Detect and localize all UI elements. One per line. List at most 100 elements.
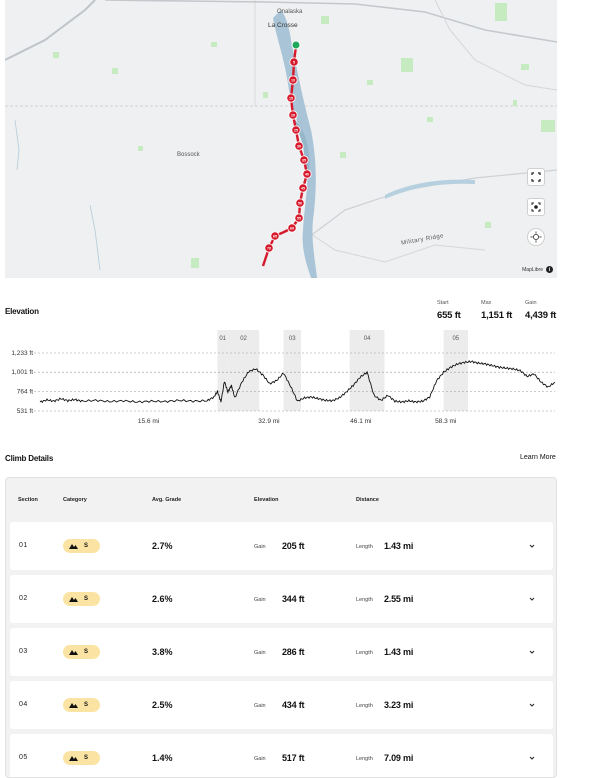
length-label: Length (356, 703, 373, 709)
category-label: S (84, 596, 89, 602)
stat-gain: Gain 4,439 ft (525, 300, 556, 321)
route-distance-marker-label: 5 (293, 61, 295, 65)
climb-section-label: 01 (219, 336, 226, 342)
length-value: 2.55 mi (384, 594, 414, 604)
elevation-profile-line (39, 360, 556, 404)
route-distance-marker-label: 35 (302, 159, 306, 163)
header-section: Section (18, 497, 38, 503)
gain-value: 517 ft (282, 753, 305, 763)
avg-grade: 2.5% (152, 700, 173, 710)
gain-label: Gain (254, 703, 266, 709)
chevron-down-icon[interactable] (527, 647, 537, 657)
recenter-button[interactable] (527, 198, 545, 216)
compass-button[interactable] (527, 228, 545, 246)
stat-max-label: Max (481, 300, 492, 306)
climb-section-band[interactable] (217, 330, 228, 411)
route-distance-marker-label: 55 (297, 217, 301, 221)
climb-section-band[interactable] (283, 330, 301, 411)
category-badge: S (63, 645, 100, 659)
gain-label: Gain (254, 597, 266, 603)
category-badge: S (63, 698, 100, 712)
route-distance-marker-label: 15 (289, 97, 293, 101)
route-distance-marker-label: 20 (291, 114, 295, 118)
climb-row[interactable]: 02 S 2.6% Gain 344 ft Length 2.55 mi (10, 575, 553, 623)
climb-section-label: 05 (452, 336, 459, 342)
header-category: Category (63, 497, 87, 503)
avg-grade: 3.8% (152, 647, 173, 657)
chevron-down-icon[interactable] (527, 753, 537, 763)
stat-gain-label: Gain (525, 300, 537, 306)
header-distance: Distance (356, 497, 379, 503)
climb-row[interactable]: 04 S 2.5% Gain 434 ft Length 3.23 mi (10, 681, 553, 729)
chevron-down-icon[interactable] (527, 594, 537, 604)
climb-section-band[interactable] (227, 330, 260, 411)
route-distance-marker (286, 93, 296, 103)
route-distance-marker-label: 60 (290, 227, 294, 231)
compass-icon (530, 231, 542, 243)
y-tick-label: 531 ft (17, 408, 33, 415)
mountain-icon (69, 703, 78, 708)
info-icon[interactable]: i (546, 266, 553, 273)
stat-start-value: 655 ft (437, 310, 461, 321)
category-badge: S (63, 592, 100, 606)
route-distance-marker-label: 25 (294, 129, 298, 133)
gain-label: Gain (254, 650, 266, 656)
route-distance-marker-label: 70 (267, 247, 271, 251)
length-value: 7.09 mi (384, 753, 414, 763)
gain-value: 286 ft (282, 647, 305, 657)
category-label: S (84, 543, 89, 549)
stat-max-value: 1,151 ft (481, 310, 513, 321)
length-label: Length (356, 650, 373, 656)
gain-label: Gain (254, 544, 266, 550)
route-distance-marker (289, 57, 299, 67)
map-canvas: 5 10 15 20 25 30 35 40 45 50 55 60 65 70 (5, 0, 557, 278)
mountain-icon (69, 544, 78, 549)
map-attribution[interactable]: MapLibre i (522, 266, 553, 273)
route-start-marker[interactable] (291, 40, 301, 50)
category-badge: S (63, 539, 100, 553)
mountain-icon (69, 650, 78, 655)
route-distance-marker-label: 65 (273, 235, 277, 239)
route-distance-marker (287, 223, 297, 233)
route-distance-marker-label: 30 (297, 145, 301, 149)
climb-row[interactable]: 01 S 2.7% Gain 205 ft Length 1.43 mi (10, 522, 553, 570)
chevron-down-icon[interactable] (527, 700, 537, 710)
stat-start-label: Start (437, 300, 449, 306)
route-distance-marker (288, 75, 298, 85)
length-value: 1.43 mi (384, 647, 414, 657)
climb-section-number: 04 (19, 701, 28, 708)
route-distance-marker (294, 213, 304, 223)
climb-section-label: 02 (240, 336, 247, 342)
x-tick-label: 32.9 mi (258, 418, 279, 425)
mountain-icon (69, 756, 78, 761)
category-label: S (84, 702, 89, 708)
recenter-icon (531, 202, 541, 212)
length-value: 3.23 mi (384, 700, 414, 710)
climb-row[interactable]: 03 S 3.8% Gain 286 ft Length 1.43 mi (10, 628, 553, 676)
climb-details-panel: Section Category Avg. Grade Elevation Di… (5, 477, 557, 778)
climb-row[interactable]: 05 S 1.4% Gain 517 ft Length 7.09 mi (10, 734, 553, 777)
gain-label: Gain (254, 756, 266, 762)
chevron-down-icon[interactable] (527, 541, 537, 551)
route-distance-marker-label: 50 (298, 202, 302, 206)
length-label: Length (356, 597, 373, 603)
route-distance-marker (270, 231, 280, 241)
avg-grade: 1.4% (152, 753, 173, 763)
fullscreen-icon (531, 172, 541, 182)
y-tick-label: 1,001 ft (11, 369, 33, 376)
route-distance-marker (302, 169, 312, 179)
climb-section-band[interactable] (443, 330, 469, 411)
length-label: Length (356, 544, 373, 550)
route-map[interactable]: 5 10 15 20 25 30 35 40 45 50 55 60 65 70 Onalaska La … (5, 0, 557, 278)
mountain-icon (69, 597, 78, 602)
learn-more-link[interactable]: Learn More (520, 454, 556, 461)
climb-section-band[interactable] (349, 330, 385, 411)
fullscreen-button[interactable] (527, 168, 545, 186)
category-label: S (84, 649, 89, 655)
map-label-onalaska: Onalaska (277, 9, 303, 15)
route-distance-marker (298, 183, 308, 193)
map-label-bossock: Bossock (177, 152, 200, 158)
stat-gain-value: 4,439 ft (525, 310, 557, 321)
y-tick-label: 764 ft (17, 389, 33, 396)
